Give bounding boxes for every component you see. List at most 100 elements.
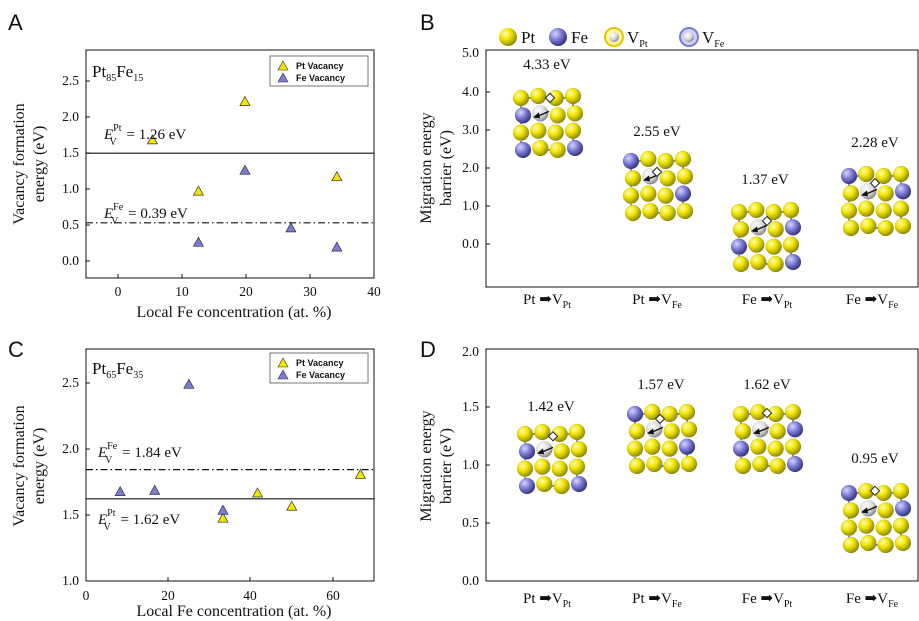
migration-arrowhead	[537, 448, 544, 455]
barrier-marker	[869, 485, 881, 497]
ann-val: = 1.26 eV	[123, 127, 187, 143]
pt-atom	[750, 253, 767, 271]
pt-vacancy-point	[354, 468, 367, 479]
barrier-markers-d	[547, 407, 881, 497]
energy-label: 0.95 eV	[851, 451, 899, 467]
pt-atom	[646, 455, 663, 473]
legend-entry-fe-vacancy: Fe Vacancy	[296, 370, 345, 380]
atom-cluster	[512, 87, 584, 159]
pt-atom	[840, 519, 858, 536]
pt-vacancy-point	[286, 500, 298, 511]
x-axis-ticks-c: 0 20 40 60	[83, 577, 340, 603]
ann-val: = 1.62 eV	[117, 512, 181, 528]
category-pt-to-vfe: Pt ➡VFe	[632, 591, 682, 610]
cat-to: V	[552, 292, 563, 308]
atom-cluster	[730, 201, 802, 273]
composition-a: Pt85Fe15	[92, 62, 143, 84]
ann-sup: Pt	[113, 123, 122, 134]
cat-to: V	[773, 591, 784, 607]
pt-atom	[894, 217, 912, 235]
fe-vacancy-point	[192, 236, 205, 247]
fe-atom	[784, 253, 802, 271]
y-axis-title-d-line2: barrier (eV)	[438, 428, 455, 504]
pt-atom	[877, 185, 894, 202]
energy-label: 1.37 eV	[741, 172, 789, 188]
atom-cluster	[626, 403, 698, 475]
annotation-pt-vacancy-energy: EPt V = 1.62 eV	[97, 508, 180, 533]
y-tick-label: 1.0	[62, 573, 79, 588]
barrier-marker	[869, 177, 881, 189]
cat-sub: Fe	[672, 300, 683, 311]
cat-to: V	[877, 591, 888, 607]
ann-sup: Pt	[107, 508, 116, 519]
pt-atom	[674, 150, 692, 168]
pt-vacancy-point	[239, 95, 251, 106]
y-axis-title-a-line2: energy (eV)	[31, 126, 48, 203]
pt-atom	[748, 201, 765, 219]
pt-atom	[676, 168, 694, 185]
ann-sym: E	[103, 127, 113, 143]
pt-atom	[784, 403, 802, 421]
leg-sub: Fe	[714, 39, 725, 50]
y-tick-label: 1.0	[62, 181, 79, 196]
pt-atom	[663, 423, 680, 440]
pt-atom	[842, 219, 860, 237]
fe-vacancy-core	[684, 32, 694, 42]
cat-sub: Fe	[888, 300, 899, 311]
pt-atom	[628, 423, 646, 440]
leg-base: V	[627, 28, 640, 47]
pt-atom	[530, 87, 547, 105]
y-tick-label: 1.0	[462, 457, 479, 472]
fe-atom	[566, 139, 584, 157]
category-fe-to-vfe: Fe ➡VFe	[846, 292, 899, 311]
category-fe-to-vpt: Fe ➡VPt	[742, 591, 793, 610]
pt-atom	[734, 457, 752, 475]
pt-atom	[767, 221, 784, 238]
cat-from: Fe	[742, 292, 757, 308]
pt-vacancy-point	[331, 170, 343, 182]
ann-sub: V	[111, 216, 119, 227]
pt-atom	[858, 517, 875, 534]
cat-sub: Fe	[888, 599, 899, 610]
pt-atom	[892, 482, 910, 500]
fe-vacancy-point	[285, 222, 297, 233]
x-tick-label: 40	[367, 284, 381, 299]
ann-sub: V	[110, 137, 118, 148]
arrow-right-icon: ➡	[645, 591, 662, 607]
ann-sup: Fe	[113, 202, 124, 213]
pt-atom	[564, 122, 582, 139]
y-tick-label: 2.0	[62, 109, 79, 124]
pt-atom	[842, 185, 860, 202]
atom-cluster	[840, 165, 912, 237]
cat-sub: Pt	[784, 599, 793, 610]
migration-arrowhead	[643, 175, 650, 182]
pt-atom	[730, 203, 748, 221]
pt-atom	[622, 187, 640, 204]
arrow-right-icon: ➡	[536, 292, 553, 308]
cat-from: Pt	[632, 591, 645, 607]
ann-sym: E	[97, 512, 107, 528]
pt-atom	[661, 440, 678, 457]
panel-d: D 0.0 0.5 1.0 1.5 2.0 Migration energy b…	[418, 337, 919, 610]
y-tick-label: 2.5	[62, 73, 79, 88]
pt-atom	[842, 536, 860, 554]
comp-sub: 35	[133, 370, 143, 381]
pt-atom	[877, 536, 894, 554]
pt-atom	[568, 423, 586, 441]
y-tick-label: 1.5	[62, 145, 79, 160]
ann-sym: E	[103, 206, 113, 222]
pt-atom	[663, 457, 680, 475]
pt-atom	[568, 458, 586, 475]
fe-vacancy-marker-icon	[277, 72, 289, 83]
pt-atom	[680, 455, 698, 473]
pt-atom	[748, 236, 765, 253]
comp-base: Pt	[92, 62, 106, 81]
pt-vacancy-marker-icon	[277, 357, 289, 368]
x-categories-d: Pt ➡VPt Pt ➡VFe Fe ➡VPt Fe ➡VFe	[523, 591, 899, 610]
unit-cell-box	[520, 97, 574, 151]
unit-cell-box	[848, 492, 902, 546]
ann-sym: E	[97, 445, 107, 461]
fe-atom	[730, 238, 748, 255]
ann-sub: V	[105, 455, 113, 466]
